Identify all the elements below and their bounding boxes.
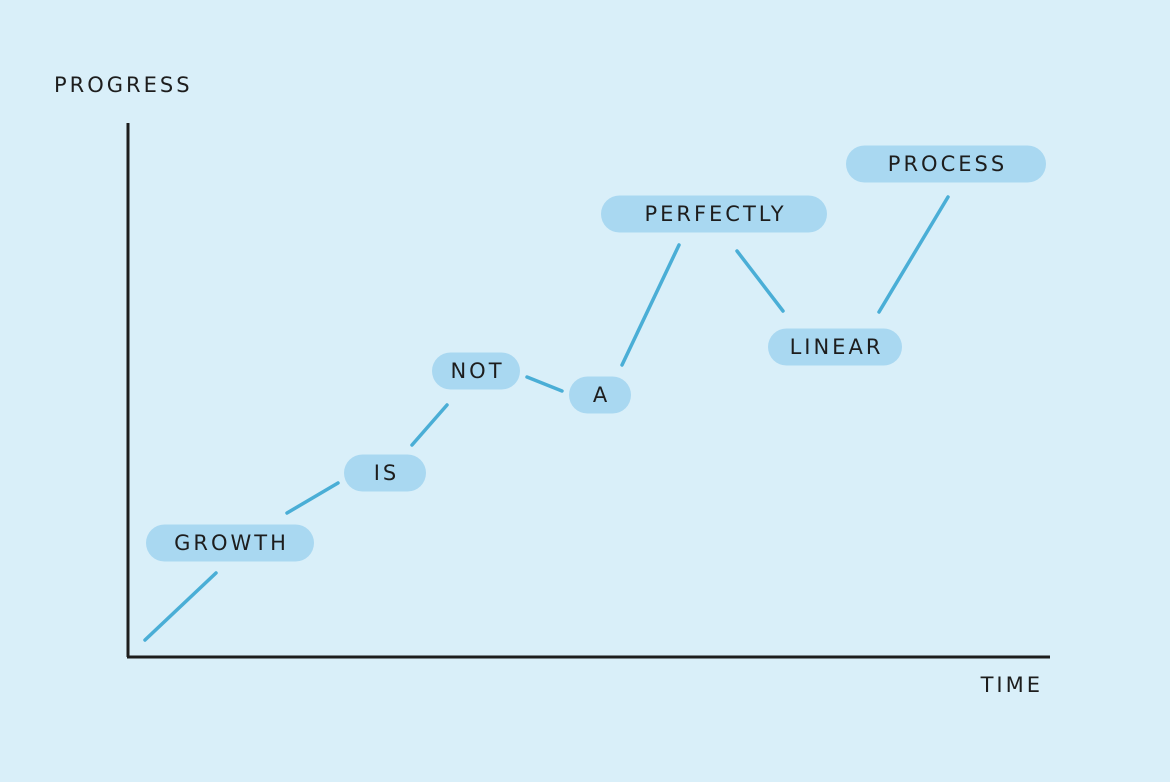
connector (877, 195, 950, 314)
connector (620, 243, 681, 367)
word-pill (432, 352, 520, 390)
word-label: PERFECTLY (644, 202, 786, 226)
word-pill (344, 454, 426, 492)
word-label: IS (374, 461, 400, 485)
connector (285, 481, 340, 515)
connectors (143, 195, 950, 642)
word-pill (146, 524, 314, 562)
connector (525, 375, 564, 393)
word-label: NOT (450, 359, 504, 383)
word-label: GROWTH (174, 531, 289, 555)
connector (143, 571, 218, 642)
x-axis-label: TIME (980, 673, 1043, 697)
word-pill (768, 328, 902, 366)
word-pill (846, 145, 1046, 183)
connector (735, 249, 785, 313)
word-label: LINEAR (790, 335, 884, 359)
y-axis-label: PROGRESS (54, 73, 193, 97)
connector (410, 403, 449, 447)
word-label: PROCESS (888, 152, 1007, 176)
word-pill (569, 376, 631, 414)
word-pill (601, 195, 827, 233)
word-label: A (593, 383, 610, 407)
